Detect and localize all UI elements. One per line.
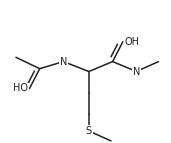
Text: N: N xyxy=(133,66,140,77)
Text: OH: OH xyxy=(124,37,140,47)
Text: HO: HO xyxy=(13,84,28,94)
Text: N: N xyxy=(60,57,67,67)
Text: S: S xyxy=(86,126,92,136)
